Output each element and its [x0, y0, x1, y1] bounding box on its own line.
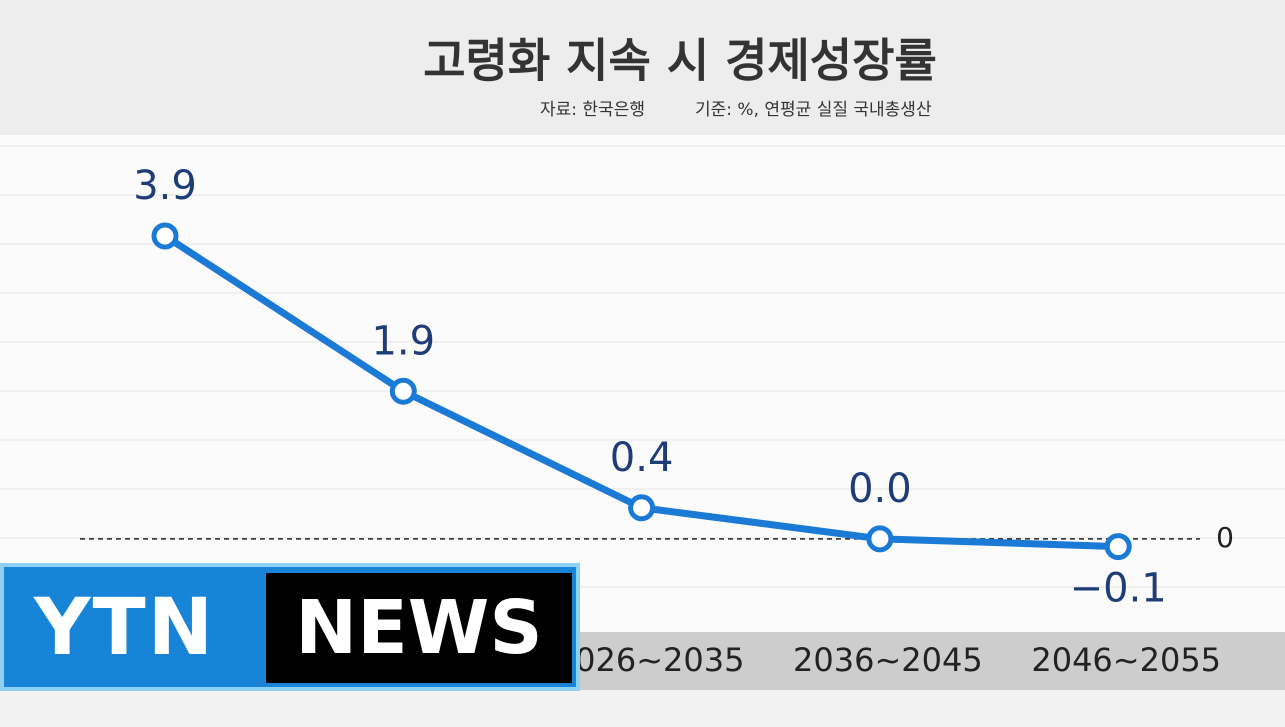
point — [389, 377, 417, 405]
point — [1104, 533, 1132, 561]
unit-note: 기준: %, 연평균 실질 국내총생산 — [695, 100, 932, 120]
y-tick-label: 0 — [1216, 521, 1234, 554]
header-bg — [0, 0, 1285, 135]
logo-news: NEWS — [266, 573, 572, 683]
data-label: 1.9 — [371, 318, 435, 364]
logo: YTN NEWS — [0, 563, 580, 691]
source: 자료: 한국은행 — [540, 100, 645, 120]
x-tick-label: 2046~2055 — [1031, 641, 1221, 679]
point — [151, 222, 179, 250]
x-tick-label: 2036~2045 — [793, 641, 983, 679]
logo-ytn: YTN — [34, 583, 215, 673]
chart-title: 고령화 지속 시 경제성장률 — [423, 34, 937, 88]
data-label: −0.1 — [1070, 566, 1167, 612]
point — [866, 525, 894, 553]
plot-bg — [0, 135, 1285, 632]
x-tick-label: 2026~2035 — [555, 641, 745, 679]
point — [628, 494, 656, 522]
data-label: 0.0 — [848, 466, 912, 512]
data-label: 0.4 — [610, 435, 674, 481]
data-label: 3.9 — [133, 163, 197, 209]
